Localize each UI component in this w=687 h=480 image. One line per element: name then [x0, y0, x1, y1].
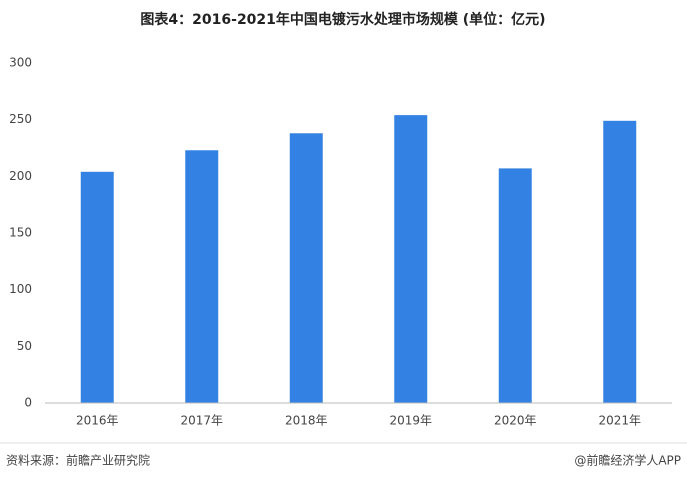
- x-tick-label: 2019年: [389, 414, 432, 428]
- bar: [80, 171, 114, 403]
- y-tick-label: 250: [9, 112, 32, 126]
- brand: @前瞻经济学人APP: [574, 453, 681, 468]
- bar: [603, 120, 637, 404]
- chart-title: 图表4：2016-2021年中国电镀污水处理市场规模 (单位：亿元): [140, 11, 545, 28]
- bar: [185, 150, 219, 403]
- y-tick-label: 300: [9, 56, 32, 70]
- x-tick-label: 2018年: [285, 414, 328, 428]
- bar: [289, 133, 323, 403]
- bar: [394, 115, 428, 403]
- x-tick-label: 2016年: [76, 414, 119, 428]
- x-tick-label: 2021年: [598, 414, 641, 428]
- y-tick-label: 150: [9, 226, 32, 240]
- y-tick-label: 200: [9, 169, 32, 183]
- y-tick-label: 100: [9, 282, 32, 296]
- y-tick-label: 0: [24, 396, 32, 410]
- x-tick-label: 2017年: [180, 414, 223, 428]
- x-tick-label: 2020年: [494, 414, 537, 428]
- bar: [498, 168, 532, 403]
- y-tick-label: 50: [17, 339, 32, 353]
- source: 资料来源：前瞻产业研究院: [6, 453, 150, 468]
